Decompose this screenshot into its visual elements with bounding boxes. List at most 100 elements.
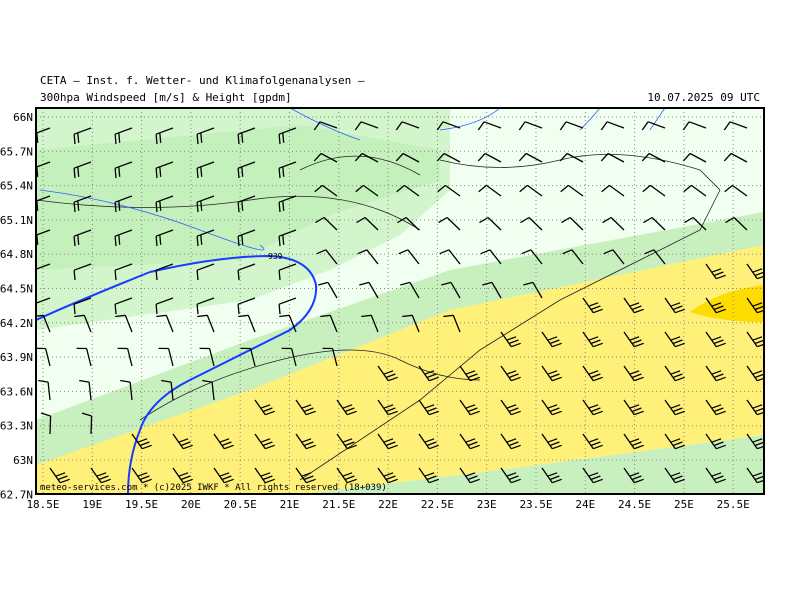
wind-barb: [664, 399, 685, 416]
wind-barb: [623, 297, 644, 314]
wind-barb: [120, 379, 133, 401]
wind-barb: [196, 127, 215, 145]
wind-barb: [459, 365, 480, 382]
wind-barb: [237, 195, 256, 213]
wind-barb: [196, 297, 215, 315]
wind-barb: [682, 152, 707, 163]
wind-barb: [117, 347, 133, 367]
wind-barb: [172, 467, 193, 484]
wind-barb: [196, 161, 215, 179]
lon-label: 23E: [477, 498, 497, 511]
wind-barb: [336, 433, 357, 450]
wind-barb: [705, 433, 726, 450]
lat-label: 65.7N: [0, 145, 33, 158]
wind-barb: [155, 229, 174, 247]
wind-barb: [240, 347, 256, 367]
wind-barb: [623, 399, 644, 416]
wind-barb: [521, 249, 543, 265]
wind-barb: [396, 184, 420, 197]
wind-barb: [336, 399, 357, 416]
lon-label: 22E: [378, 498, 398, 511]
wind-barb: [278, 297, 297, 315]
wind-barb: [359, 281, 379, 299]
lat-label: 64.5N: [0, 283, 33, 296]
wind-barb: [114, 195, 133, 213]
wind-barb: [541, 399, 562, 416]
lat-label: 65.4N: [0, 180, 33, 193]
wind-barb: [361, 314, 379, 333]
wind-barb: [40, 412, 52, 435]
wind-barb: [623, 433, 644, 450]
wind-barb: [641, 152, 666, 163]
wind-barb: [197, 314, 215, 333]
wind-barb: [705, 467, 726, 484]
wind-barb: [202, 379, 215, 401]
river: [39, 108, 666, 251]
wind-barb: [254, 467, 275, 484]
wind-barb: [725, 216, 748, 231]
wind-barb: [746, 467, 764, 484]
wind-barb: [320, 314, 338, 333]
wind-barb: [278, 263, 297, 281]
wind-barb: [459, 433, 480, 450]
wind-barb: [397, 216, 420, 231]
wind-barb: [73, 127, 92, 145]
wind-barb: [437, 184, 461, 197]
height-contour: [36, 254, 318, 494]
wind-barb: [723, 152, 748, 163]
wind-barb: [237, 229, 256, 247]
wind-barb: [196, 229, 215, 247]
lon-label: 25.5E: [717, 498, 750, 511]
lon-label: 24.5E: [618, 498, 651, 511]
wind-barb: [400, 281, 420, 299]
wind-barb: [254, 399, 275, 416]
wind-barb: [156, 314, 174, 333]
lon-label: 20.5E: [224, 498, 257, 511]
wind-barb: [73, 195, 92, 213]
lat-label: 63.9N: [0, 351, 33, 364]
wind-barb: [477, 152, 502, 163]
wind-barb: [395, 152, 420, 163]
wind-barb: [518, 121, 543, 131]
wind-barb: [418, 467, 439, 484]
wind-barb: [601, 184, 625, 197]
header-date: 10.07.2025 09 UTC: [647, 91, 760, 104]
wind-barb: [562, 249, 584, 265]
wind-barb: [315, 216, 338, 231]
wind-barb: [131, 467, 152, 484]
wind-barb: [664, 467, 685, 484]
wind-barb: [377, 433, 398, 450]
wind-barb: [705, 331, 726, 348]
wind-barb: [76, 347, 92, 367]
wind-barb: [73, 297, 92, 315]
wind-barb: [541, 331, 562, 348]
wind-barb: [155, 263, 174, 281]
lon-label: 19E: [82, 498, 102, 511]
wind-barb: [336, 467, 357, 484]
wind-barb: [705, 365, 726, 382]
wind-barb: [746, 331, 764, 348]
wind-barb: [73, 161, 92, 179]
map-frame: [35, 107, 765, 495]
field-yellow: [36, 245, 764, 494]
wind-barb: [482, 281, 502, 299]
wind-barb: [36, 314, 51, 333]
wind-barb: [642, 184, 666, 197]
wind-barb: [500, 365, 521, 382]
wind-barb: [664, 365, 685, 382]
field-green-nw2: [36, 125, 440, 270]
wind-barb: [705, 297, 726, 314]
wind-barb: [398, 249, 420, 265]
wind-barb: [459, 399, 480, 416]
wind-barb: [582, 331, 603, 348]
wind-barb: [278, 195, 297, 213]
wind-barb: [81, 412, 93, 435]
wind-barb: [478, 184, 502, 197]
wind-barb: [237, 161, 256, 179]
contour-label: 939: [268, 252, 283, 261]
wind-barb: [213, 467, 234, 484]
lon-label: 21E: [280, 498, 300, 511]
wind-barb: [582, 399, 603, 416]
wind-barb: [36, 263, 51, 270]
